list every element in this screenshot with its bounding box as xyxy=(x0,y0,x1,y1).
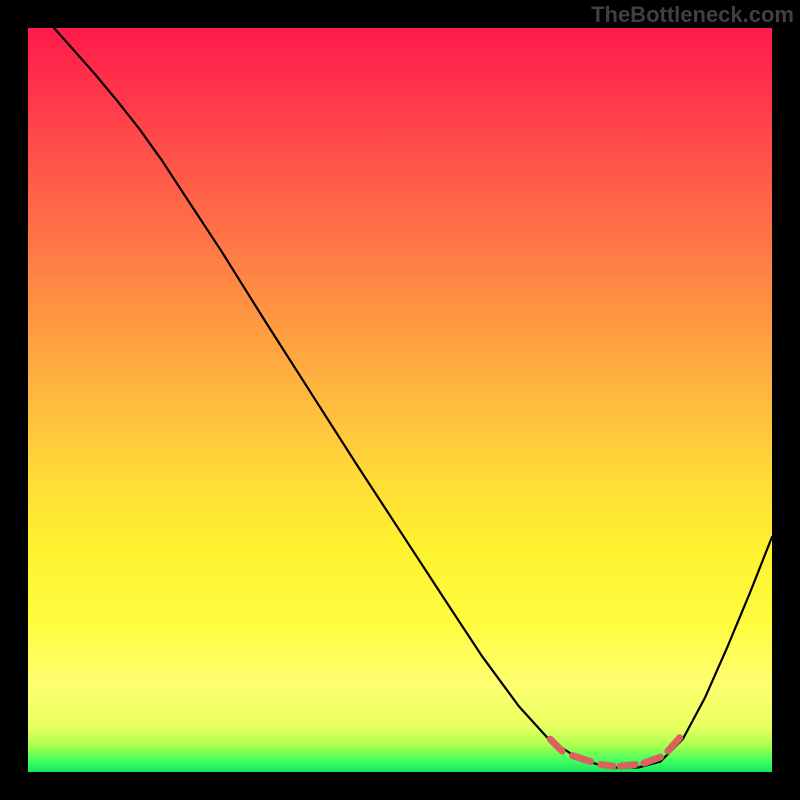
trough-marker-segment xyxy=(573,756,591,762)
chart-svg-layer xyxy=(28,28,772,772)
bottleneck-curve xyxy=(54,28,772,768)
trough-marker-segment xyxy=(668,738,680,751)
trough-marker-segment xyxy=(620,765,635,766)
chart-plot-area xyxy=(28,28,772,772)
watermark-text: TheBottleneck.com xyxy=(591,2,794,28)
trough-marker-segment xyxy=(601,765,613,766)
trough-marker-segment xyxy=(550,739,562,751)
